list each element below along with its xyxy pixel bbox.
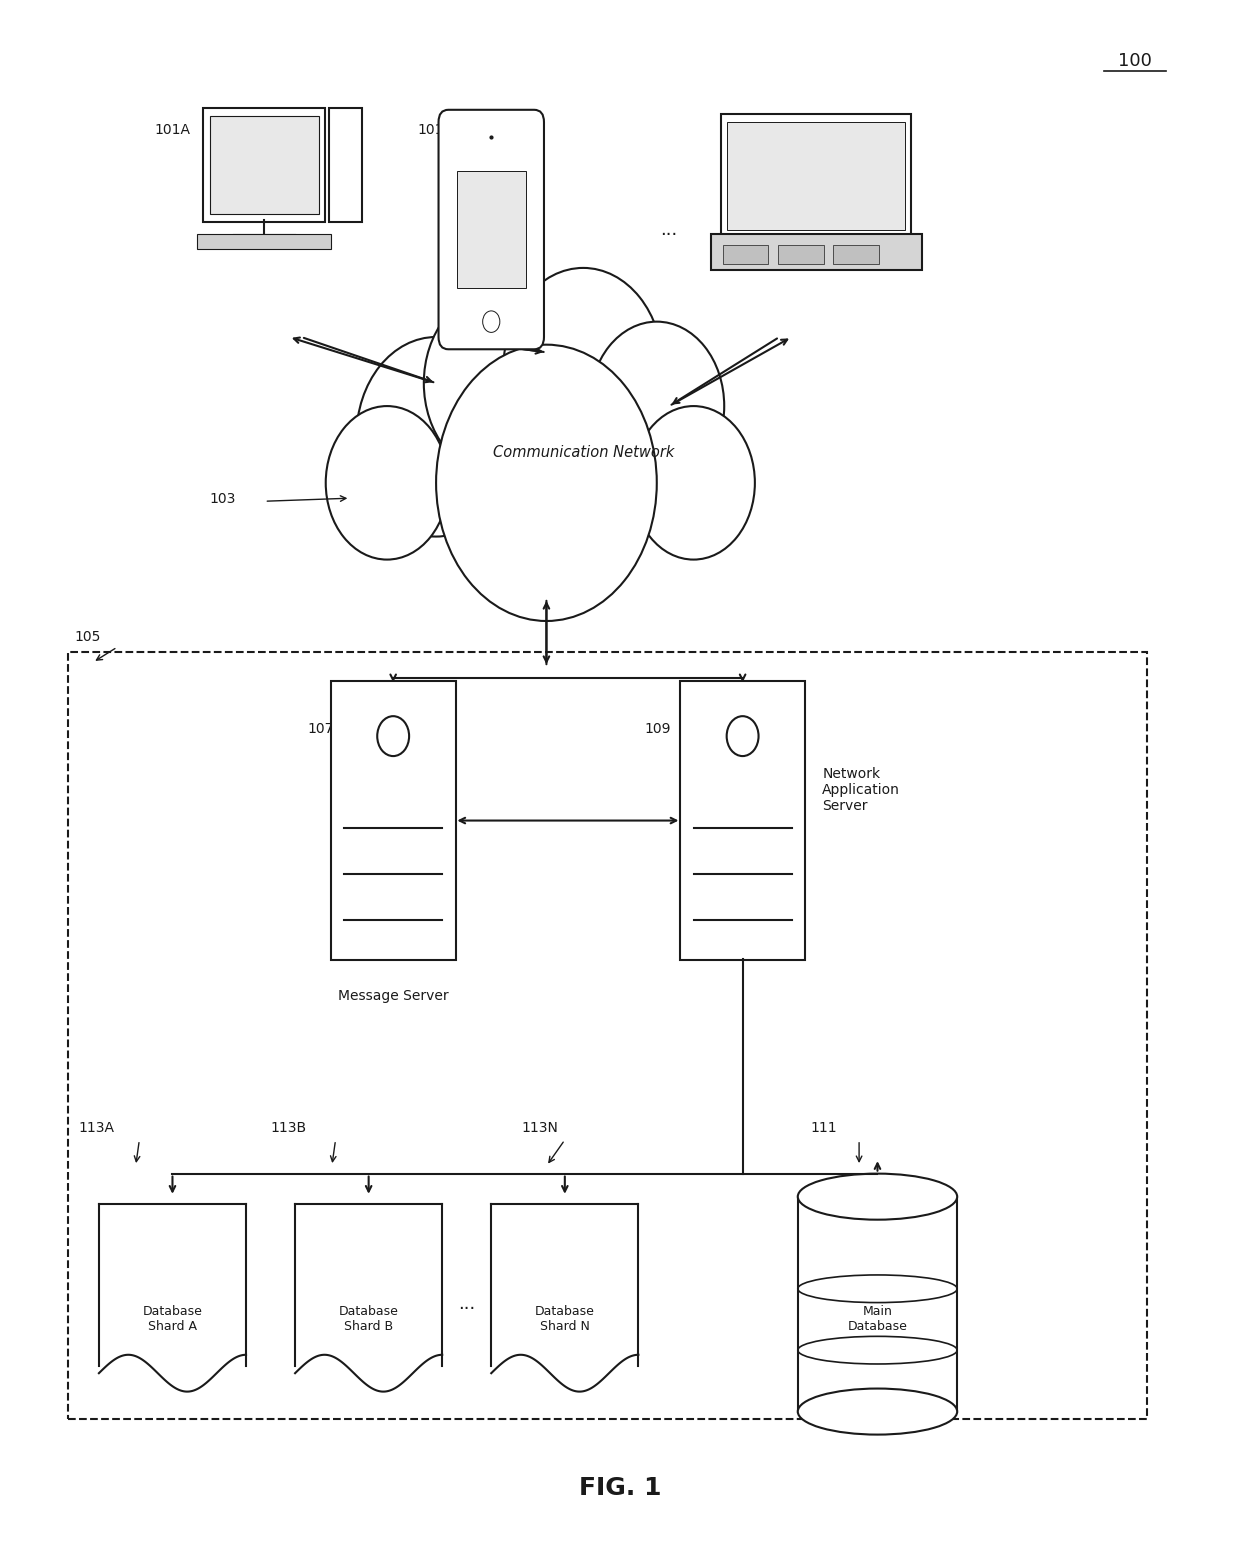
FancyBboxPatch shape bbox=[833, 245, 879, 265]
Text: Database
Shard B: Database Shard B bbox=[339, 1306, 398, 1334]
Text: ...: ... bbox=[458, 1295, 475, 1314]
Text: Database
Shard A: Database Shard A bbox=[143, 1306, 202, 1334]
Text: 109: 109 bbox=[645, 722, 671, 736]
Text: Database
Shard N: Database Shard N bbox=[534, 1306, 595, 1334]
Text: 101N: 101N bbox=[774, 124, 810, 138]
Ellipse shape bbox=[797, 1388, 957, 1434]
Text: FIG. 1: FIG. 1 bbox=[579, 1476, 661, 1501]
FancyBboxPatch shape bbox=[779, 245, 823, 265]
Circle shape bbox=[436, 345, 657, 621]
FancyBboxPatch shape bbox=[680, 682, 805, 960]
Text: 113A: 113A bbox=[78, 1121, 114, 1135]
Text: 101A: 101A bbox=[154, 124, 190, 138]
Circle shape bbox=[632, 406, 755, 559]
FancyBboxPatch shape bbox=[711, 234, 921, 271]
Text: Network
Application
Server: Network Application Server bbox=[822, 767, 900, 813]
FancyBboxPatch shape bbox=[728, 122, 905, 229]
Text: 100: 100 bbox=[1118, 51, 1152, 70]
Text: Main
Database: Main Database bbox=[848, 1306, 908, 1334]
FancyBboxPatch shape bbox=[456, 172, 526, 288]
Text: Message Server: Message Server bbox=[337, 990, 449, 1004]
Circle shape bbox=[589, 322, 724, 491]
Ellipse shape bbox=[797, 1388, 957, 1434]
FancyBboxPatch shape bbox=[723, 245, 769, 265]
Circle shape bbox=[482, 311, 500, 333]
FancyBboxPatch shape bbox=[197, 234, 331, 249]
Text: 113N: 113N bbox=[522, 1121, 559, 1135]
Text: 103: 103 bbox=[210, 493, 236, 507]
FancyBboxPatch shape bbox=[439, 110, 544, 349]
Circle shape bbox=[356, 338, 516, 536]
Text: 101B: 101B bbox=[418, 124, 454, 138]
Text: 113B: 113B bbox=[270, 1121, 306, 1135]
FancyBboxPatch shape bbox=[329, 108, 362, 222]
Text: 107: 107 bbox=[308, 722, 334, 736]
Circle shape bbox=[377, 716, 409, 756]
Ellipse shape bbox=[797, 1174, 957, 1219]
Text: 105: 105 bbox=[74, 630, 100, 644]
Text: 111: 111 bbox=[810, 1121, 837, 1135]
Text: ...: ... bbox=[661, 220, 678, 239]
Text: Communication Network: Communication Network bbox=[492, 445, 673, 460]
FancyBboxPatch shape bbox=[203, 108, 325, 222]
Circle shape bbox=[326, 406, 449, 559]
Circle shape bbox=[424, 291, 570, 476]
FancyBboxPatch shape bbox=[722, 115, 911, 237]
FancyBboxPatch shape bbox=[331, 682, 456, 960]
Circle shape bbox=[727, 716, 759, 756]
FancyBboxPatch shape bbox=[210, 116, 319, 214]
Circle shape bbox=[503, 268, 663, 468]
